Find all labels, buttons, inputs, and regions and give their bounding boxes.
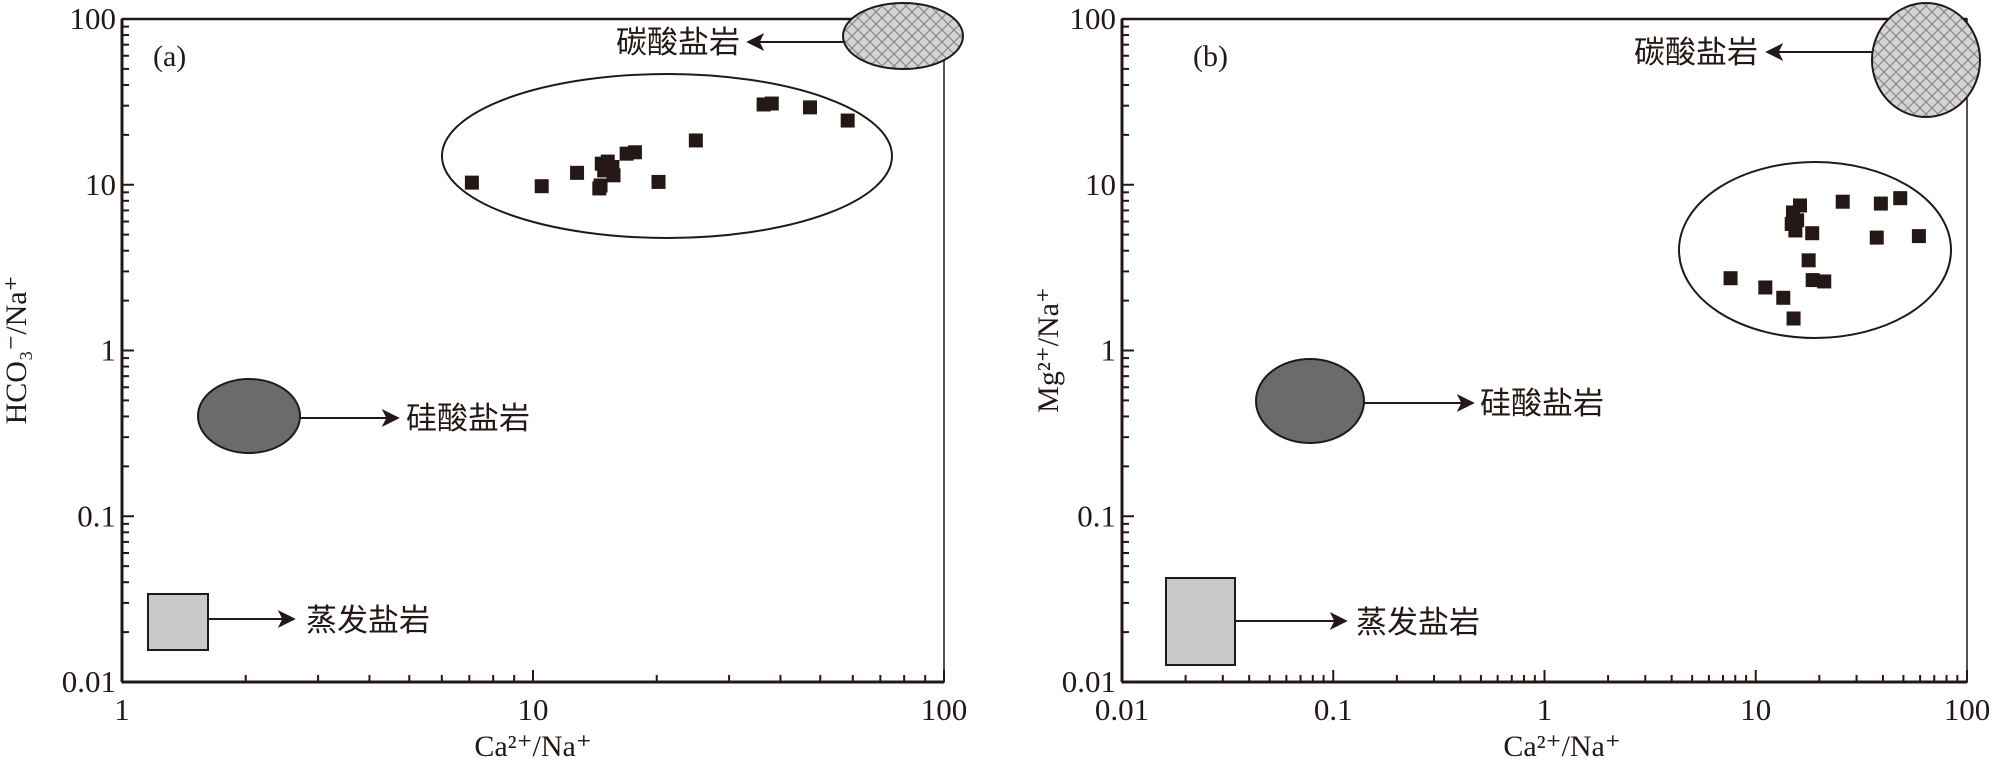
- panel-b-axes: 0.01 0.1 1 10 100 0.01 0.1 1 10 100: [1062, 1, 1991, 727]
- panel-a-y-tick-label: 0.01: [62, 664, 116, 699]
- panel-b-data-point: [1869, 230, 1884, 245]
- panel-a-data-point: [840, 113, 855, 128]
- panel-a-data-point: [570, 165, 585, 180]
- panel-a-points: [464, 96, 855, 196]
- panel-b-silicate-label: 硅酸盐岩: [1480, 386, 1604, 421]
- panel-b-data-point: [1786, 311, 1801, 326]
- panel-a-data-point: [802, 100, 817, 115]
- panel-a: 1 10 100 0.01 0.1 1 10 100 (a) 碳酸盐岩 硅酸盐岩 蒸发盐岩 C…: [0, 1, 967, 763]
- panel-b-x-tick-label: 1: [1537, 692, 1553, 727]
- panel-a-x-tick-label: 10: [518, 692, 549, 727]
- panel-a-evaporite-box: [147, 593, 209, 651]
- panel-a-data-point: [764, 96, 779, 111]
- panel-a-plot-frame: [121, 18, 945, 683]
- panel-a-data-point: [597, 163, 612, 178]
- panel-a-label: (a): [153, 40, 186, 73]
- panel-b-carbonate-ellipse: [1871, 2, 1981, 118]
- panel-b-x-tick-label: 0.01: [1095, 692, 1149, 727]
- panel-b-data-point: [1784, 216, 1799, 231]
- panel-b-points: [1723, 191, 1926, 326]
- panel-a-data-point: [534, 179, 549, 194]
- panel-b-data-point: [1817, 274, 1832, 289]
- panel-a-evaporite-label: 蒸发盐岩: [306, 603, 430, 638]
- panel-b-y-tick-label: 0.1: [1077, 498, 1116, 533]
- panel-b-x-tick-label: 10: [1740, 692, 1771, 727]
- panel-a-x-axis-label: Ca²⁺/Na⁺: [474, 730, 591, 763]
- panel-a-data-point: [688, 133, 703, 148]
- panel-a-carbonate-label: 碳酸盐岩: [616, 25, 740, 60]
- panel-b-data-point: [1801, 253, 1816, 268]
- panel-b-carbonate-label: 碳酸盐岩: [1634, 35, 1758, 70]
- panel-a-y-axis-label: HCO₃⁻/Na⁺: [0, 276, 33, 425]
- panel-b-sample-ellipse: [1678, 161, 1952, 339]
- panel-b-y-tick-label: 1: [1101, 333, 1117, 368]
- panel-b-evaporite-box: [1165, 577, 1236, 666]
- panel-a-data-point: [592, 181, 607, 196]
- panel-b-label: (b): [1193, 40, 1228, 73]
- panel-b-data-point: [1723, 271, 1738, 286]
- panel-b-silicate-ellipse: [1255, 358, 1365, 444]
- panel-b-data-point: [1873, 196, 1888, 211]
- panel-b-data-point: [1835, 194, 1850, 209]
- panel-a-data-point: [627, 145, 642, 160]
- panel-b-y-tick-label: 100: [1070, 1, 1117, 36]
- panel-b-y-tick-label: 0.01: [1062, 664, 1116, 699]
- panel-b-data-point: [1776, 290, 1791, 305]
- panel-a-y-tick-label: 0.1: [77, 498, 116, 533]
- panel-b-data-point: [1805, 226, 1820, 241]
- panel-a-y-tick-label: 10: [85, 167, 116, 202]
- panel-b: 0.01 0.1 1 10 100 0.01 0.1 1 10 100 (b) 碳酸盐岩 硅酸盐岩…: [1032, 1, 1990, 763]
- panel-a-carbonate-ellipse: [842, 2, 964, 70]
- panel-b-evaporite-label: 蒸发盐岩: [1356, 605, 1480, 640]
- panel-a-y-tick-label: 100: [70, 1, 117, 36]
- panel-b-data-point: [1785, 205, 1800, 220]
- panel-b-plot-frame: [1121, 18, 1968, 683]
- panel-a-data-point: [464, 175, 479, 190]
- panel-b-x-tick-label: 100: [1944, 692, 1991, 727]
- panel-a-axes: 1 10 100 0.01 0.1 1 10 100: [62, 1, 968, 727]
- panel-a-x-tick-label: 1: [114, 692, 130, 727]
- panel-b-y-axis-label: Mg²⁺/Na⁺: [1032, 287, 1065, 413]
- panel-a-y-tick-label: 1: [101, 333, 117, 368]
- panel-a-data-point: [651, 174, 666, 189]
- panel-b-data-point: [1758, 280, 1773, 295]
- panel-b-data-point: [1911, 229, 1926, 244]
- panel-a-silicate-label: 硅酸盐岩: [406, 401, 530, 436]
- panel-a-silicate-ellipse: [197, 378, 301, 454]
- panel-b-y-tick-label: 10: [1085, 167, 1116, 202]
- panel-a-x-tick-label: 100: [921, 692, 968, 727]
- panel-b-data-point: [1805, 273, 1820, 288]
- panel-b-x-tick-label: 0.1: [1314, 692, 1353, 727]
- panel-a-sample-ellipse: [441, 73, 893, 239]
- panel-b-x-axis-label: Ca²⁺/Na⁺: [1503, 730, 1620, 763]
- panel-b-data-point: [1893, 191, 1908, 206]
